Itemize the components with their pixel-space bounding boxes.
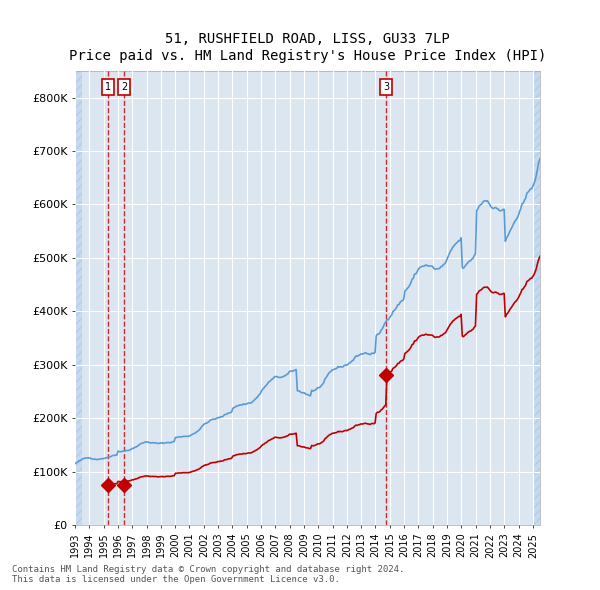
- HPI: Average price, detached house, East Hampshire: (2.02e+03, 5.29e+05): Average price, detached house, East Hamp…: [454, 238, 461, 245]
- HPI: Average price, detached house, East Hampshire: (2.03e+03, 6.85e+05): Average price, detached house, East Hamp…: [536, 155, 544, 162]
- Line: 51, RUSHFIELD ROAD, LISS, GU33 7LP (detached house): 51, RUSHFIELD ROAD, LISS, GU33 7LP (deta…: [104, 256, 540, 486]
- Bar: [75, 71, 82, 525]
- HPI: Average price, detached house, East Hampshire: (2.01e+03, 3.85e+05): Average price, detached house, East Hamp…: [383, 316, 391, 323]
- 51, RUSHFIELD ROAD, LISS, GU33 7LP (detached house): [143, 473, 151, 480]
- 51, RUSHFIELD ROAD, LISS, GU33 7LP (detached house): [536, 253, 544, 260]
- 51, RUSHFIELD ROAD, LISS, GU33 7LP (detached house): [399, 357, 406, 364]
- Title: 51, RUSHFIELD ROAD, LISS, GU33 7LP
Price paid vs. HM Land Registry's House Price: 51, RUSHFIELD ROAD, LISS, GU33 7LP Price…: [69, 32, 546, 63]
- HPI: Average price, detached house, East Hampshire: (2.02e+03, 4.85e+05): Average price, detached house, East Hamp…: [419, 263, 427, 270]
- HPI: Average price, detached house, East Hampshire: (2e+03, 1.4e+05): Average price, detached house, East Hamp…: [127, 447, 134, 454]
- Line: HPI: Average price, detached house, East Hampshire: HPI: Average price, detached house, East…: [75, 159, 540, 464]
- HPI: Average price, detached house, East Hampshire: (2.02e+03, 4.81e+05): Average price, detached house, East Hamp…: [430, 264, 437, 271]
- Text: 3: 3: [383, 82, 389, 92]
- 51, RUSHFIELD ROAD, LISS, GU33 7LP (detached house): [335, 428, 343, 435]
- Text: 1: 1: [105, 82, 111, 92]
- 51, RUSHFIELD ROAD, LISS, GU33 7LP (detached house): [100, 482, 107, 489]
- Bar: [533, 71, 540, 525]
- HPI: Average price, detached house, East Hampshire: (2.02e+03, 4.38e+05): Average price, detached house, East Hamp…: [401, 287, 409, 294]
- 51, RUSHFIELD ROAD, LISS, GU33 7LP (detached house): [423, 330, 430, 337]
- 51, RUSHFIELD ROAD, LISS, GU33 7LP (detached house): [190, 468, 197, 475]
- Text: Contains HM Land Registry data © Crown copyright and database right 2024.
This d: Contains HM Land Registry data © Crown c…: [12, 565, 404, 584]
- HPI: Average price, detached house, East Hampshire: (1.99e+03, 1.15e+05): Average price, detached house, East Hamp…: [71, 460, 79, 467]
- 51, RUSHFIELD ROAD, LISS, GU33 7LP (detached house): [174, 470, 181, 477]
- Text: 2: 2: [121, 82, 127, 92]
